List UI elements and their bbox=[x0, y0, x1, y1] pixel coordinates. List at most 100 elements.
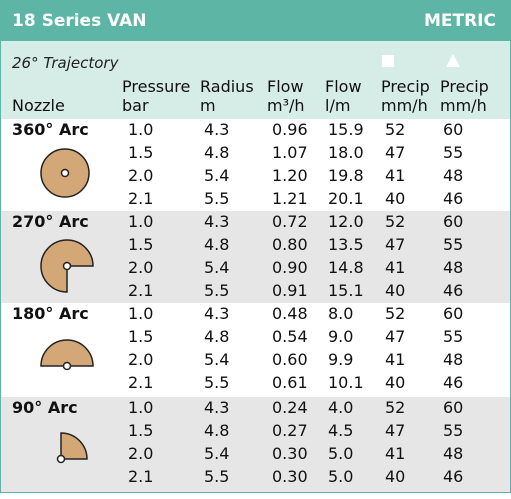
cell: 52 bbox=[385, 304, 406, 323]
cell: 47 bbox=[385, 143, 406, 162]
column-header-band bbox=[1, 41, 510, 119]
cell: 0.30 bbox=[272, 444, 308, 463]
cell: 52 bbox=[385, 120, 406, 139]
cell: 41 bbox=[385, 258, 406, 277]
cell: 0.30 bbox=[272, 467, 308, 486]
cell: 10.1 bbox=[328, 373, 364, 392]
cell: 1.20 bbox=[272, 166, 308, 185]
cell: 60 bbox=[443, 120, 464, 139]
cell: 0.72 bbox=[272, 212, 308, 231]
cell: 5.4 bbox=[204, 166, 230, 185]
cell: 1.21 bbox=[272, 189, 308, 208]
cell: 46 bbox=[443, 189, 464, 208]
column-header: Flow bbox=[267, 77, 304, 96]
cell: 4.3 bbox=[204, 212, 230, 231]
cell: 5.4 bbox=[204, 258, 230, 277]
cell: 40 bbox=[385, 281, 406, 300]
cell: 0.96 bbox=[272, 120, 308, 139]
cell: 4.3 bbox=[204, 304, 230, 323]
cell: 2.1 bbox=[128, 467, 154, 486]
cell: 1.5 bbox=[128, 143, 154, 162]
header-title: 18 Series VAN bbox=[12, 11, 147, 31]
cell: 55 bbox=[443, 421, 464, 440]
header-bar bbox=[1, 1, 510, 41]
cell: 4.3 bbox=[204, 398, 230, 417]
cell: 9.0 bbox=[328, 327, 354, 346]
column-header: Radius bbox=[200, 77, 254, 96]
nozzle-label: 360° Arc bbox=[12, 120, 89, 139]
cell: 60 bbox=[443, 304, 464, 323]
cell: 2.1 bbox=[128, 189, 154, 208]
cell: 47 bbox=[385, 421, 406, 440]
cell: 55 bbox=[443, 143, 464, 162]
column-header: Flow bbox=[325, 77, 362, 96]
cell: 18.0 bbox=[328, 143, 364, 162]
cell: 52 bbox=[385, 212, 406, 231]
column-header: Precip bbox=[381, 77, 430, 96]
cell: 2.0 bbox=[128, 166, 154, 185]
nozzle-label: 90° Arc bbox=[12, 398, 78, 417]
cell: 2.0 bbox=[128, 258, 154, 277]
cell: 41 bbox=[385, 166, 406, 185]
cell: 4.3 bbox=[204, 120, 230, 139]
cell: 0.91 bbox=[272, 281, 308, 300]
cell: 40 bbox=[385, 467, 406, 486]
cell: 1.5 bbox=[128, 421, 154, 440]
cell: 5.0 bbox=[328, 444, 354, 463]
square-symbol bbox=[382, 55, 394, 67]
precip-symbols bbox=[382, 54, 460, 67]
cell: 40 bbox=[385, 373, 406, 392]
cell: 15.9 bbox=[328, 120, 364, 139]
cell: 41 bbox=[385, 444, 406, 463]
cell: 0.27 bbox=[272, 421, 308, 440]
cell: 0.80 bbox=[272, 235, 308, 254]
cell: 15.1 bbox=[328, 281, 364, 300]
cell: 1.07 bbox=[272, 143, 308, 162]
cell: 48 bbox=[443, 166, 464, 185]
cell: 4.8 bbox=[204, 421, 230, 440]
column-header: Nozzle bbox=[12, 96, 65, 115]
column-header: m³/h bbox=[267, 96, 305, 115]
cell: 4.8 bbox=[204, 235, 230, 254]
column-header: mm/h bbox=[381, 96, 428, 115]
cell: 0.60 bbox=[272, 350, 308, 369]
cell: 47 bbox=[385, 327, 406, 346]
cell: 4.0 bbox=[328, 398, 354, 417]
cell: 1.5 bbox=[128, 235, 154, 254]
cell: 40 bbox=[385, 189, 406, 208]
cell: 55 bbox=[443, 235, 464, 254]
cell: 4.5 bbox=[328, 421, 354, 440]
cell: 2.1 bbox=[128, 373, 154, 392]
column-header: m bbox=[200, 96, 216, 115]
column-header: bar bbox=[122, 96, 149, 115]
cell: 12.0 bbox=[328, 212, 364, 231]
cell: 0.54 bbox=[272, 327, 308, 346]
cell: 46 bbox=[443, 281, 464, 300]
cell: 60 bbox=[443, 212, 464, 231]
cell: 2.0 bbox=[128, 444, 154, 463]
column-header: l/m bbox=[325, 96, 351, 115]
column-header: Pressure bbox=[122, 77, 191, 96]
cell: 1.0 bbox=[128, 212, 154, 231]
cell: 5.4 bbox=[204, 350, 230, 369]
cell: 1.5 bbox=[128, 327, 154, 346]
cell: 20.1 bbox=[328, 189, 364, 208]
column-header: Precip bbox=[440, 77, 489, 96]
cell: 46 bbox=[443, 467, 464, 486]
cell: 14.8 bbox=[328, 258, 364, 277]
cell: 19.8 bbox=[328, 166, 364, 185]
cell: 5.5 bbox=[204, 373, 230, 392]
cell: 0.61 bbox=[272, 373, 308, 392]
cell: 2.0 bbox=[128, 350, 154, 369]
cell: 5.5 bbox=[204, 467, 230, 486]
cell: 9.9 bbox=[328, 350, 354, 369]
unit-system: METRIC bbox=[423, 11, 496, 31]
cell: 1.0 bbox=[128, 120, 154, 139]
nozzle-label: 180° Arc bbox=[12, 304, 89, 323]
cell: 60 bbox=[443, 398, 464, 417]
cell: 48 bbox=[443, 258, 464, 277]
cell: 47 bbox=[385, 235, 406, 254]
cell: 2.1 bbox=[128, 281, 154, 300]
cell: 0.90 bbox=[272, 258, 308, 277]
